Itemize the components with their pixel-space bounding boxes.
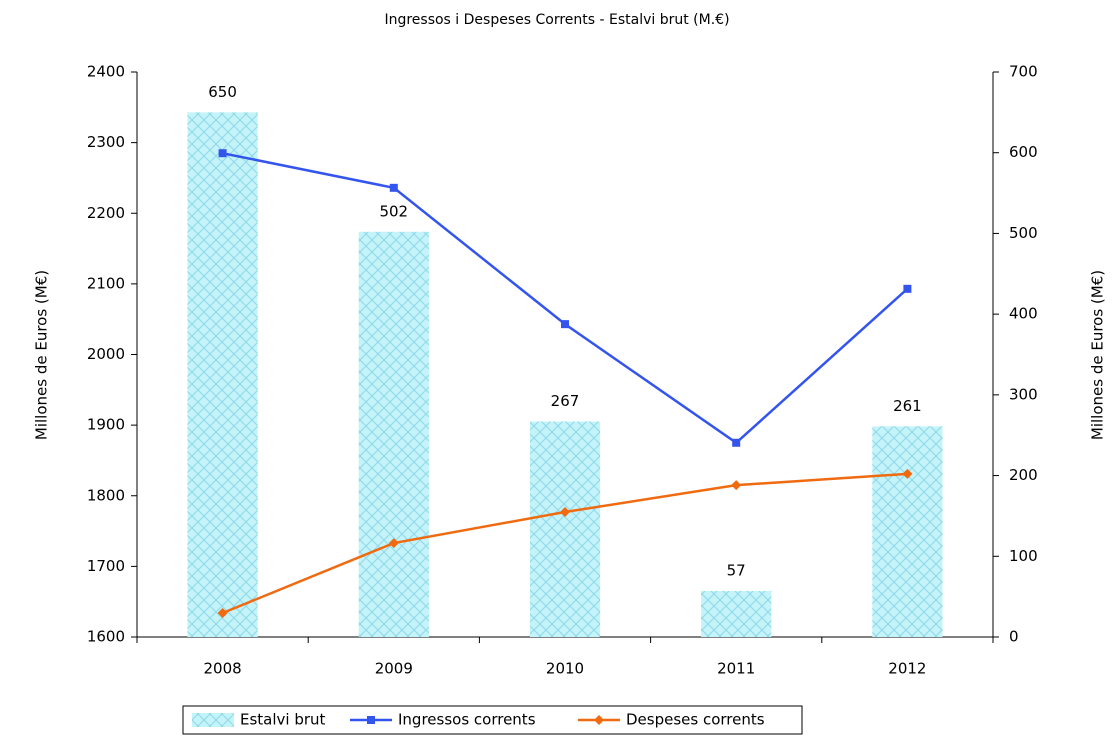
marker	[731, 480, 742, 491]
bar	[358, 231, 429, 638]
legend-swatch	[192, 713, 234, 727]
x-tick-label: 2012	[888, 660, 926, 678]
y-tick-label: 1800	[87, 486, 125, 504]
marker	[388, 538, 399, 549]
data-label: 650	[208, 83, 237, 101]
y-tick-label: 2400	[87, 63, 125, 81]
x-tick-label: 2010	[546, 660, 584, 678]
data-label: 267	[551, 392, 580, 410]
marker	[217, 607, 228, 618]
x-tick-label: 2009	[375, 660, 413, 678]
data-label: 261	[893, 397, 922, 415]
y2-axis-label: Millones de Euros (M€)	[1089, 270, 1107, 440]
y-tick-label: 2300	[87, 133, 125, 151]
marker	[561, 320, 569, 329]
legend-label: Estalvi brut	[240, 711, 326, 729]
bar	[701, 590, 772, 637]
y-tick-label: 1600	[87, 628, 125, 646]
y2-tick-label: 400	[1009, 305, 1038, 323]
marker	[389, 183, 398, 192]
bar	[529, 421, 601, 637]
y-tick-label: 1700	[87, 557, 125, 575]
marker	[560, 506, 570, 517]
y-tick-label: 2100	[87, 274, 125, 292]
bar	[872, 426, 943, 637]
marker	[903, 284, 912, 293]
y-tick-label: 2200	[87, 204, 125, 222]
marker	[732, 438, 741, 447]
chart-title: Ingressos i Despeses Corrents - Estalvi …	[384, 12, 729, 28]
legend-label: Ingressos corrents	[398, 711, 536, 729]
legend-label: Despeses corrents	[626, 711, 765, 729]
y-tick-label: 2000	[87, 345, 125, 363]
y2-tick-label: 200	[1009, 466, 1038, 484]
y2-tick-label: 0	[1009, 628, 1019, 646]
bar	[187, 112, 258, 638]
y2-tick-label: 100	[1009, 547, 1038, 565]
marker	[902, 468, 913, 479]
data-label: 57	[727, 561, 746, 579]
y2-tick-label: 700	[1009, 63, 1038, 81]
y2-tick-label: 600	[1009, 143, 1038, 161]
legend-box	[182, 705, 803, 735]
data-label: 502	[379, 202, 408, 220]
y-axis-label: Millones de Euros (M€)	[33, 270, 51, 440]
x-tick-label: 2008	[204, 660, 242, 678]
marker	[218, 149, 227, 158]
marker	[367, 716, 375, 724]
y2-tick-label: 500	[1009, 224, 1038, 242]
marker	[594, 715, 604, 725]
x-tick-label: 2011	[717, 660, 755, 678]
y-tick-label: 1900	[87, 416, 125, 434]
y2-tick-label: 300	[1009, 385, 1038, 403]
